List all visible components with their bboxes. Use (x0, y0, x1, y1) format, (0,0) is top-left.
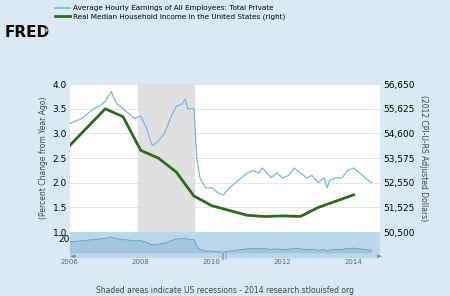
Y-axis label: (2012 CPI-U-RS Adjusted Dollars): (2012 CPI-U-RS Adjusted Dollars) (419, 95, 428, 221)
Text: FRED: FRED (4, 25, 50, 40)
Text: |||: ||| (220, 252, 228, 260)
Legend: Average Hourly Earnings of All Employees: Total Private, Real Median Household I: Average Hourly Earnings of All Employees… (55, 5, 285, 20)
Text: ✦: ✦ (43, 25, 50, 34)
Bar (138, 84, 194, 232)
Y-axis label: (Percent Change from Year Ago): (Percent Change from Year Ago) (40, 97, 49, 219)
Text: ◄: ◄ (70, 253, 75, 259)
Text: Shaded areas indicate US recessions - 2014 research.stlouisfed.org: Shaded areas indicate US recessions - 20… (96, 286, 354, 295)
Text: ►: ► (377, 253, 382, 259)
